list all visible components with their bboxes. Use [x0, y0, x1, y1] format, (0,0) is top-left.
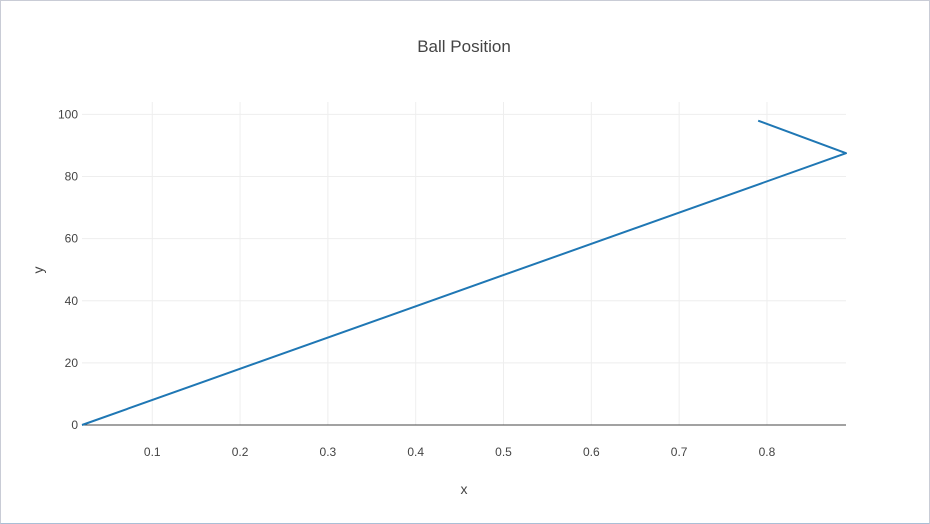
- x-tick-label: 0.1: [144, 445, 161, 459]
- x-tick-label: 0.7: [671, 445, 688, 459]
- x-tick-labels: 0.1 0.2 0.3 0.4 0.5 0.6 0.7 0.8: [144, 445, 776, 459]
- x-tick-label: 0.6: [583, 445, 600, 459]
- series-line: [81, 119, 847, 426]
- x-tick-label: 0.4: [407, 445, 424, 459]
- x-tick-label: 0.8: [759, 445, 776, 459]
- x-axis-label: x: [461, 481, 468, 497]
- y-tick-label: 60: [65, 232, 79, 246]
- y-tick-labels: 0 20 40 60 80 100: [58, 107, 78, 432]
- x-tick-label: 0.2: [232, 445, 249, 459]
- y-gridlines: [82, 113, 846, 426]
- y-tick-label: 20: [65, 356, 79, 370]
- y-tick-label: 100: [58, 107, 78, 121]
- y-tick-label: 40: [65, 294, 79, 308]
- x-gridlines: [151, 102, 768, 425]
- x-tick-label: 0.5: [495, 445, 512, 459]
- chart-title: Ball Position: [417, 37, 511, 56]
- x-tick-label: 0.3: [320, 445, 337, 459]
- y-axis-label: y: [30, 267, 46, 274]
- y-tick-label: 80: [65, 170, 79, 184]
- y-tick-label: 0: [71, 418, 78, 432]
- series-group: [81, 119, 847, 426]
